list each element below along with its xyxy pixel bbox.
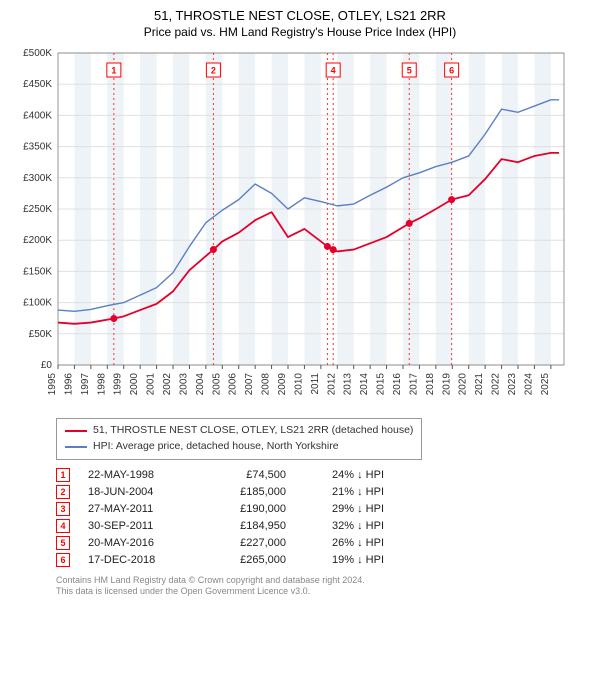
svg-text:2018: 2018 (425, 373, 436, 396)
svg-text:2: 2 (211, 66, 216, 76)
footer-line-1: Contains HM Land Registry data © Crown c… (56, 575, 586, 587)
footer-attribution: Contains HM Land Registry data © Crown c… (56, 575, 586, 598)
svg-text:£150K: £150K (23, 266, 52, 277)
svg-text:2017: 2017 (408, 373, 419, 396)
svg-text:2014: 2014 (359, 373, 370, 396)
svg-text:2007: 2007 (244, 373, 255, 396)
svg-text:2008: 2008 (261, 373, 272, 396)
svg-text:2005: 2005 (211, 373, 222, 396)
event-date: 20-MAY-2016 (88, 537, 188, 549)
svg-text:1997: 1997 (80, 373, 91, 396)
event-row: 3 27-MAY-2011 £190,000 29% ↓ HPI (56, 502, 586, 516)
line-chart-svg: £0 £50K £100K £150K £200K £250K £300K £350K £400… (14, 47, 574, 407)
event-delta: 21% ↓ HPI (304, 486, 384, 498)
svg-text:£200K: £200K (23, 235, 52, 246)
svg-text:£350K: £350K (23, 142, 52, 153)
svg-text:2021: 2021 (474, 373, 485, 396)
event-price: £74,500 (206, 469, 286, 481)
svg-text:6: 6 (449, 66, 454, 76)
svg-text:2003: 2003 (178, 373, 189, 396)
event-marker: 2 (56, 485, 70, 499)
event-price: £227,000 (206, 537, 286, 549)
event-date: 18-JUN-2004 (88, 486, 188, 498)
svg-text:1999: 1999 (113, 373, 124, 396)
event-date: 30-SEP-2011 (88, 520, 188, 532)
svg-text:2001: 2001 (146, 373, 157, 396)
event-delta: 26% ↓ HPI (304, 537, 384, 549)
event-date: 17-DEC-2018 (88, 554, 188, 566)
svg-text:2000: 2000 (129, 373, 140, 396)
legend-item: 51, THROSTLE NEST CLOSE, OTLEY, LS21 2RR… (65, 423, 413, 439)
legend-swatch (65, 446, 87, 448)
event-row: 4 30-SEP-2011 £184,950 32% ↓ HPI (56, 519, 586, 533)
svg-text:£400K: £400K (23, 110, 52, 121)
event-row: 6 17-DEC-2018 £265,000 19% ↓ HPI (56, 553, 586, 567)
event-date: 27-MAY-2011 (88, 503, 188, 515)
event-price: £184,950 (206, 520, 286, 532)
svg-text:1: 1 (111, 66, 116, 76)
event-row: 2 18-JUN-2004 £185,000 21% ↓ HPI (56, 485, 586, 499)
svg-text:2002: 2002 (162, 373, 173, 396)
svg-text:2010: 2010 (293, 373, 304, 396)
svg-text:1995: 1995 (47, 373, 58, 396)
svg-text:1996: 1996 (63, 373, 74, 396)
event-delta: 29% ↓ HPI (304, 503, 384, 515)
svg-text:2009: 2009 (277, 373, 288, 396)
svg-text:2023: 2023 (507, 373, 518, 396)
svg-text:2025: 2025 (540, 373, 551, 396)
svg-text:4: 4 (331, 66, 336, 76)
chart-title: 51, THROSTLE NEST CLOSE, OTLEY, LS21 2RR (14, 8, 586, 23)
svg-text:2012: 2012 (326, 373, 337, 396)
event-delta: 24% ↓ HPI (304, 469, 384, 481)
event-date: 22-MAY-1998 (88, 469, 188, 481)
footer-line-2: This data is licensed under the Open Gov… (56, 586, 586, 598)
svg-text:2013: 2013 (343, 373, 354, 396)
event-row: 1 22-MAY-1998 £74,500 24% ↓ HPI (56, 468, 586, 482)
svg-text:£100K: £100K (23, 298, 52, 309)
svg-text:2011: 2011 (310, 373, 321, 395)
svg-text:£250K: £250K (23, 204, 52, 215)
event-marker: 4 (56, 519, 70, 533)
event-marker: 5 (56, 536, 70, 550)
svg-text:£500K: £500K (23, 48, 52, 59)
svg-text:2019: 2019 (441, 373, 452, 396)
event-marker: 3 (56, 502, 70, 516)
svg-text:2015: 2015 (376, 373, 387, 396)
svg-text:1998: 1998 (96, 373, 107, 396)
chart-area: £0 £50K £100K £150K £200K £250K £300K £350K £400… (14, 47, 586, 412)
svg-text:2024: 2024 (523, 373, 534, 396)
svg-text:2022: 2022 (491, 373, 502, 396)
svg-text:5: 5 (407, 66, 412, 76)
legend-swatch (65, 430, 87, 432)
chart-subtitle: Price paid vs. HM Land Registry's House … (14, 25, 586, 39)
event-delta: 32% ↓ HPI (304, 520, 384, 532)
legend-label: HPI: Average price, detached house, Nort… (93, 439, 339, 455)
svg-text:2004: 2004 (195, 373, 206, 396)
svg-text:£450K: £450K (23, 79, 52, 90)
event-marker: 1 (56, 468, 70, 482)
event-price: £265,000 (206, 554, 286, 566)
event-price: £190,000 (206, 503, 286, 515)
svg-text:£300K: £300K (23, 173, 52, 184)
legend: 51, THROSTLE NEST CLOSE, OTLEY, LS21 2RR… (56, 418, 422, 460)
svg-text:£0: £0 (41, 360, 53, 371)
svg-text:£50K: £50K (29, 329, 53, 340)
event-marker: 6 (56, 553, 70, 567)
events-table: 1 22-MAY-1998 £74,500 24% ↓ HPI 2 18-JUN-2004… (56, 468, 586, 567)
svg-text:2016: 2016 (392, 373, 403, 396)
event-price: £185,000 (206, 486, 286, 498)
event-row: 5 20-MAY-2016 £227,000 26% ↓ HPI (56, 536, 586, 550)
event-delta: 19% ↓ HPI (304, 554, 384, 566)
legend-label: 51, THROSTLE NEST CLOSE, OTLEY, LS21 2RR… (93, 423, 413, 439)
svg-text:2020: 2020 (458, 373, 469, 396)
legend-item: HPI: Average price, detached house, Nort… (65, 439, 413, 455)
svg-text:2006: 2006 (228, 373, 239, 396)
